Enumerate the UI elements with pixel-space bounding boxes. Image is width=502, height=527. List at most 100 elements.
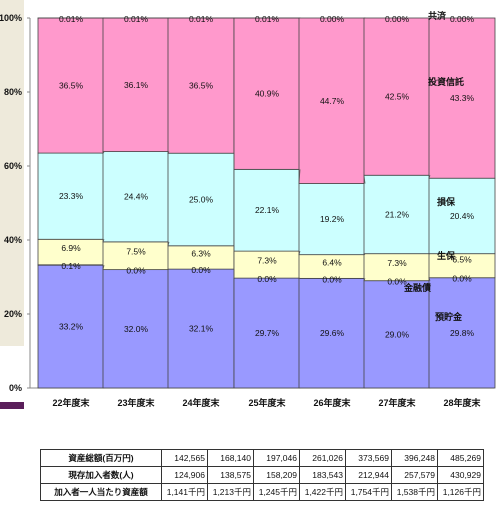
data-label: 29.7% [255, 328, 280, 338]
bar-segment [37, 264, 105, 389]
data-label: 44.7% [320, 96, 345, 106]
bar-segment [363, 174, 431, 255]
connector-line [298, 251, 301, 255]
data-label: 42.5% [385, 92, 410, 102]
bar-segment [298, 17, 366, 184]
table-row: 加入者一人当たり資産額 1,141千円 1,213千円 1,245千円 1,422千円 1… [40, 483, 484, 501]
data-label: 7.3% [387, 258, 407, 268]
data-label: 7.3% [257, 256, 277, 266]
table-cell: 124,906 [161, 466, 208, 484]
series-name-label: 損保 [437, 196, 456, 207]
bar-segment [233, 168, 301, 252]
table-cell: 1,141千円 [161, 483, 208, 501]
series-name-label: 金融債 [403, 282, 431, 293]
data-label: 0.01% [255, 14, 280, 24]
asset-summary-table: 資産総額(百万円) 142,565 168,140 197,046 261,026 373… [40, 449, 484, 501]
left-accent-bar [0, 402, 24, 409]
x-category-label: 23年度末 [117, 397, 155, 408]
bar-segment [167, 152, 235, 247]
connector-line [102, 265, 105, 270]
table-cell: 373,569 [345, 449, 392, 467]
table-cell: 197,046 [253, 449, 300, 467]
bar-segment [233, 277, 301, 389]
y-tick-label: 20% [4, 309, 22, 319]
data-label: 7.5% [126, 247, 146, 257]
table-cell: 261,026 [299, 449, 346, 467]
table-row: 資産総額(百万円) 142,565 168,140 197,046 261,026 373… [40, 449, 484, 467]
table-cell: 396,248 [391, 449, 438, 467]
connector-line [363, 278, 366, 281]
data-label: 0.01% [59, 14, 84, 24]
data-label: 6.5% [452, 255, 472, 265]
data-label: 0.0% [191, 265, 211, 275]
bar-segment [167, 268, 235, 389]
table-cell: 158,209 [253, 466, 300, 484]
bar-segment [102, 269, 170, 389]
table-cell: 1,245千円 [253, 483, 300, 501]
bar-segment [102, 151, 170, 243]
data-label: 0.01% [124, 14, 149, 24]
bar-segment [37, 238, 105, 266]
row-label: 現存加入者数(人) [40, 466, 162, 484]
data-label: 0.00% [320, 14, 345, 24]
series-name-label: 投資信託 [428, 76, 464, 87]
table-row: 現存加入者数(人) 124,906 138,575 158,209 183,543 212… [40, 466, 484, 484]
table-cell: 1,538千円 [391, 483, 438, 501]
data-label: 29.8% [450, 328, 475, 338]
data-label: 0.00% [450, 14, 475, 24]
data-label: 0.0% [387, 277, 407, 287]
table-cell: 168,140 [207, 449, 254, 467]
bar-segment [37, 152, 105, 240]
data-label: 0.00% [385, 14, 410, 24]
table-cell: 212,944 [345, 466, 392, 484]
y-tick-label: 80% [4, 87, 22, 97]
x-category-label: 22年度末 [52, 397, 90, 408]
connector-line [102, 239, 105, 243]
table-cell: 1,422千円 [299, 483, 346, 501]
series-name-label: 共済 [428, 10, 447, 21]
data-label: 40.9% [255, 89, 280, 99]
data-label: 23.3% [59, 191, 84, 201]
data-label: 0.1% [61, 261, 81, 271]
row-label: 加入者一人当たり資産額 [40, 483, 162, 501]
row-label: 資産総額(百万円) [40, 449, 162, 467]
data-label: 21.2% [385, 209, 410, 219]
bar-segment [363, 280, 431, 389]
data-label: 19.2% [320, 214, 345, 224]
connector-line [167, 151, 170, 154]
table-cell: 183,543 [299, 466, 346, 484]
data-label: 6.9% [61, 243, 81, 253]
x-category-label: 26年度末 [313, 397, 351, 408]
bar-segment [233, 17, 301, 170]
table-cell: 430,929 [437, 466, 484, 484]
bar-segment [363, 253, 431, 282]
data-label: 29.6% [320, 328, 345, 338]
data-label: 20.4% [450, 211, 475, 221]
connector-line [428, 175, 431, 179]
table-cell: 485,269 [437, 449, 484, 467]
data-label: 24.4% [124, 192, 149, 202]
x-category-label: 25年度末 [248, 397, 286, 408]
data-label: 36.5% [189, 81, 214, 91]
bar-segment [298, 277, 366, 389]
x-category-label: 28年度末 [443, 397, 481, 408]
left-decorative-strip [0, 0, 24, 346]
data-label: 0.0% [322, 274, 342, 284]
table-cell: 138,575 [207, 466, 254, 484]
data-label: 0.0% [126, 266, 146, 276]
series-name-label: 預貯金 [435, 311, 463, 322]
bar-segment [37, 17, 105, 154]
y-tick-label: 0% [9, 383, 22, 393]
data-label: 6.3% [191, 248, 211, 258]
y-tick-label: 60% [4, 161, 22, 171]
data-label: 36.1% [124, 80, 149, 90]
connector-line [363, 175, 366, 184]
y-tick-label: 100% [0, 13, 22, 23]
data-label: 0.0% [257, 274, 277, 284]
x-category-label: 27年度末 [378, 397, 416, 408]
connector-line [102, 151, 105, 154]
data-label: 29.0% [385, 329, 410, 339]
connector-line [167, 241, 170, 246]
data-label: 32.0% [124, 324, 149, 334]
y-tick-label: 40% [4, 235, 22, 245]
